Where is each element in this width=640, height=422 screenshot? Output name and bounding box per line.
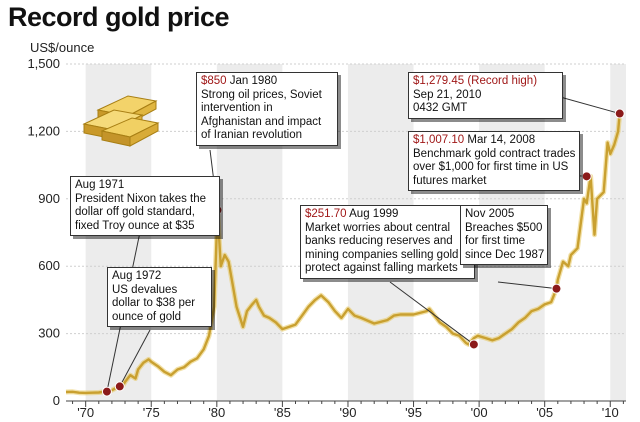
annotation-2008-line-3: futures market xyxy=(413,175,575,189)
annotation-2005-line-2: Breaches $500 xyxy=(465,222,543,236)
annotation-1999: $251.70 Aug 1999 Market worries about ce… xyxy=(300,205,475,279)
annotation-1972-line-4: ounce of gold xyxy=(112,311,207,325)
annotation-2005: Nov 2005 Breaches $500 for first time si… xyxy=(460,205,548,265)
annotation-1972: Aug 1972 US devalues dollar to $38 per o… xyxy=(107,267,212,327)
annotation-1980-line-4: of Iranian revolution xyxy=(201,129,333,143)
annotation-2005-line-4: since Dec 1987 xyxy=(465,249,543,263)
annotation-2008-line-1: Benchmark gold contract trades xyxy=(413,148,575,162)
annotation-1980-line-1: Strong oil prices, Soviet xyxy=(201,89,333,103)
y-tick-label-1200: 1,200 xyxy=(27,123,60,138)
annotation-2010: $1,279.45 (Record high) Sep 21, 2010 043… xyxy=(408,72,563,119)
annotation-1999-price: $251.70 xyxy=(305,208,347,220)
annotation-2008-date: Mar 14, 2008 xyxy=(464,134,535,146)
annotation-1999-line-1: Market worries about central xyxy=(305,222,470,236)
annotation-1999-date: Aug 1999 xyxy=(347,208,399,220)
annotation-1980-price: $850 xyxy=(201,75,227,87)
x-tick-label-1975: '75 xyxy=(143,405,160,420)
y-tick-label-600: 600 xyxy=(38,258,60,273)
x-tick-label-1985: '85 xyxy=(274,405,291,420)
annotation-1999-line-2: banks reducing reserves and xyxy=(305,235,470,249)
annotation-marker-0 xyxy=(102,387,111,396)
annotation-2005-line-1: Nov 2005 xyxy=(465,208,543,222)
annotation-1971-line-3: dollar off gold standard, xyxy=(75,206,215,220)
y-tick-label-0: 0 xyxy=(53,393,60,408)
annotation-marker-3 xyxy=(469,340,478,349)
annotation-1980: $850 Jan 1980 Strong oil prices, Soviet … xyxy=(196,72,338,146)
annotation-1980-date: Jan 1980 xyxy=(227,75,278,87)
annotation-2008: $1,007.10 Mar 14, 2008 Benchmark gold co… xyxy=(408,131,580,191)
annotation-2008-price: $1,007.10 xyxy=(413,134,464,146)
annotation-1971-line-2: President Nixon takes the xyxy=(75,193,215,207)
annotation-marker-1 xyxy=(115,382,124,391)
annotation-1972-line-1: Aug 1972 xyxy=(112,270,207,284)
annotation-1971: Aug 1971 President Nixon takes the dolla… xyxy=(70,176,220,236)
annotation-2008-line-2: over $1,000 for first time in US xyxy=(413,161,575,175)
annotation-leader-6 xyxy=(553,95,620,114)
x-tick-label-1980: '80 xyxy=(208,405,225,420)
x-tick-label-2010: '10 xyxy=(602,405,619,420)
annotation-2010-line-2: 0432 GMT xyxy=(413,102,558,116)
annotation-1971-line-1: Aug 1971 xyxy=(75,179,215,193)
annotation-1999-line-4: protect against falling markets xyxy=(305,262,470,276)
annotation-2005-line-3: for first time xyxy=(465,235,543,249)
x-tick-label-1995: '95 xyxy=(405,405,422,420)
y-tick-label-900: 900 xyxy=(38,191,60,206)
annotation-1972-line-3: dollar to $38 per xyxy=(112,297,207,311)
annotation-1972-line-2: US devalues xyxy=(112,284,207,298)
y-tick-label-300: 300 xyxy=(38,326,60,341)
x-tick-label-1970: '70 xyxy=(77,405,94,420)
annotation-1980-line-3: Afghanistan and impact xyxy=(201,116,333,130)
annotation-2010-price: $1,279.45 (Record high) xyxy=(413,75,537,87)
x-tick-label-1990: '90 xyxy=(339,405,356,420)
annotation-marker-4 xyxy=(552,284,561,293)
annotation-marker-6 xyxy=(615,109,624,118)
x-tick-label-2005: '05 xyxy=(536,405,553,420)
annotation-marker-5 xyxy=(582,172,591,181)
y-tick-label-1500: 1,500 xyxy=(27,56,60,71)
annotation-1999-line-3: mining companies selling gold to xyxy=(305,249,470,263)
annotation-1980-line-2: intervention in xyxy=(201,102,333,116)
x-tick-label-2000: '00 xyxy=(471,405,488,420)
annotation-2010-line-1: Sep 21, 2010 xyxy=(413,89,558,103)
annotation-1971-line-4: fixed Troy ounce at $35 xyxy=(75,220,215,234)
